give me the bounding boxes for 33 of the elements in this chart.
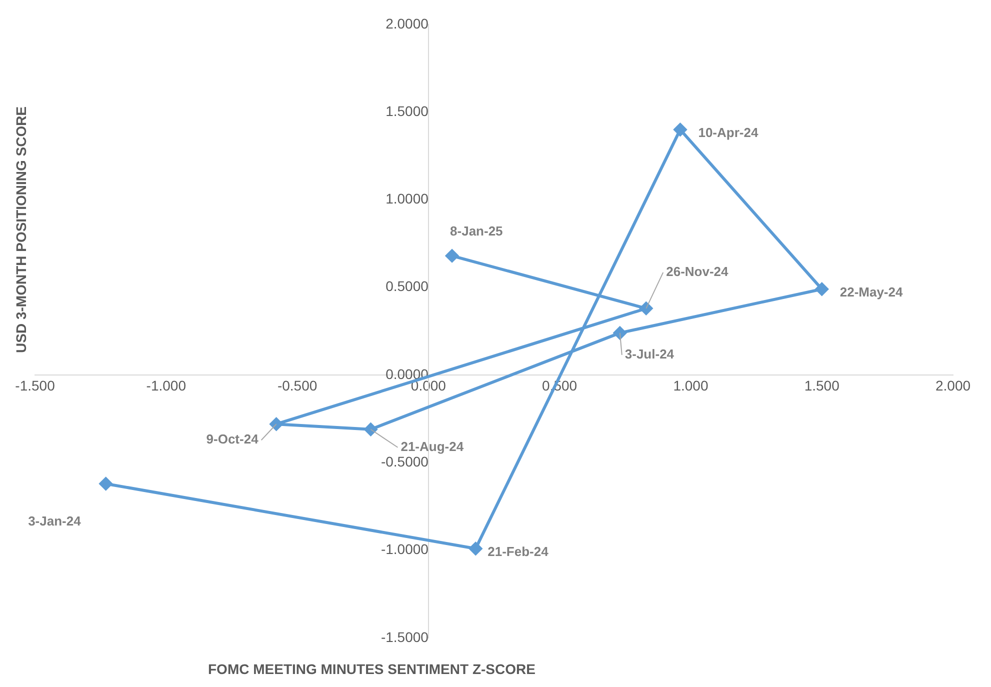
- point: [469, 542, 482, 556]
- annotation: 3-Jan-24: [28, 513, 82, 528]
- annotation: 9-Oct-24: [206, 432, 260, 447]
- y-tick-label: -1.0000: [380, 541, 429, 558]
- point: [674, 123, 687, 136]
- annotation: 21-Aug-24: [400, 438, 464, 454]
- annotation: 3-Jul-24: [624, 346, 675, 362]
- x-tick-label: -0.500: [277, 377, 318, 394]
- annotation: 26-Nov-24: [666, 264, 730, 279]
- x-tick-label: -1.500: [15, 377, 56, 394]
- point: [364, 422, 378, 436]
- y-tick-label: 1.0000: [386, 190, 429, 207]
- point: [270, 418, 283, 431]
- y-axis-title: USD 3-MONTH POSITIONING SCORE: [12, 106, 29, 354]
- x-axis-title: FOMC MEETING MINUTES SENTIMENT Z-SCORE: [208, 660, 536, 677]
- y-tick-label: -1.5000: [380, 628, 429, 645]
- point: [613, 326, 626, 340]
- annotation: 22-May-24: [840, 284, 904, 300]
- y-tick-label: 0.5000: [386, 278, 429, 294]
- x-tick-label: 1.500: [804, 377, 840, 394]
- point: [99, 477, 112, 490]
- annotation: 10-Apr-24: [698, 125, 759, 140]
- point: [446, 249, 459, 262]
- y-tick-label: -0.5000: [380, 454, 429, 470]
- y-tick-label: 1.5000: [386, 102, 429, 119]
- x-tick-label: 1.000: [673, 377, 708, 394]
- annotation: 21-Feb-24: [488, 544, 550, 560]
- x-tick-label: -1.000: [146, 377, 186, 394]
- point: [640, 302, 653, 315]
- annotation: 8-Jan-25: [450, 223, 503, 238]
- x-tick-label: 2.000: [935, 377, 971, 394]
- y-tick-label: 2.0000: [386, 15, 429, 32]
- point: [815, 282, 828, 296]
